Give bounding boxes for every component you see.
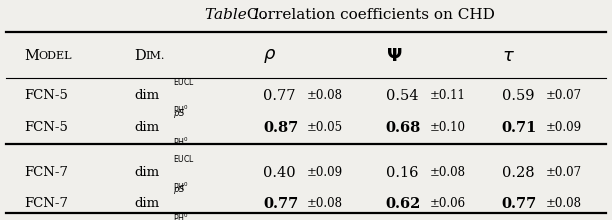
Text: ±0.11: ±0.11 [430, 89, 466, 102]
Text: $\mathbf{\Psi}$: $\mathbf{\Psi}$ [386, 47, 402, 65]
Text: D: D [135, 49, 146, 63]
Text: $\mathrm{EUCL}$: $\mathrm{EUCL}$ [173, 153, 195, 164]
Text: ODEL: ODEL [38, 51, 72, 61]
Text: Table 1.: Table 1. [205, 8, 266, 22]
Text: $\rho S$: $\rho S$ [173, 183, 185, 196]
Text: dim: dim [135, 121, 160, 134]
Text: $\mathrm{PH}^0$: $\mathrm{PH}^0$ [173, 181, 189, 193]
Text: 0.28: 0.28 [502, 166, 534, 180]
Text: ±0.08: ±0.08 [307, 89, 343, 102]
Text: ±0.10: ±0.10 [430, 121, 466, 134]
Text: 0.59: 0.59 [502, 89, 534, 103]
Text: 0.77: 0.77 [263, 89, 296, 103]
Text: ±0.07: ±0.07 [546, 89, 582, 102]
Text: $\mathrm{PH}^0$: $\mathrm{PH}^0$ [173, 212, 189, 220]
Text: dim: dim [135, 197, 160, 210]
Text: $\rho$: $\rho$ [263, 47, 277, 65]
Text: Correlation coefficients on CHD: Correlation coefficients on CHD [242, 8, 494, 22]
Text: ±0.09: ±0.09 [546, 121, 582, 134]
Text: ±0.09: ±0.09 [307, 166, 343, 179]
Text: ±0.06: ±0.06 [430, 197, 466, 210]
Text: dim: dim [135, 166, 160, 179]
Text: 0.71: 0.71 [502, 121, 537, 135]
Text: FCN-7: FCN-7 [24, 197, 69, 210]
Text: 0.62: 0.62 [386, 196, 421, 211]
Text: 0.77: 0.77 [263, 196, 299, 211]
Text: $\mathrm{PH}^0$: $\mathrm{PH}^0$ [173, 104, 189, 116]
Text: 0.16: 0.16 [386, 166, 418, 180]
Text: FCN-5: FCN-5 [24, 121, 69, 134]
Text: 0.68: 0.68 [386, 121, 421, 135]
Text: ±0.08: ±0.08 [546, 197, 582, 210]
Text: 0.77: 0.77 [502, 196, 537, 211]
Text: $\tau$: $\tau$ [502, 47, 515, 65]
Text: M: M [24, 49, 39, 63]
Text: ±0.08: ±0.08 [307, 197, 343, 210]
Text: IM.: IM. [146, 51, 165, 61]
Text: ±0.08: ±0.08 [430, 166, 466, 179]
Text: dim: dim [135, 89, 160, 102]
Text: 0.87: 0.87 [263, 121, 299, 135]
Text: 0.54: 0.54 [386, 89, 418, 103]
Text: FCN-7: FCN-7 [24, 166, 69, 179]
Text: $\mathrm{PH}^0$: $\mathrm{PH}^0$ [173, 136, 189, 148]
Text: $\rho S$: $\rho S$ [173, 107, 185, 120]
Text: FCN-5: FCN-5 [24, 89, 69, 102]
Text: ±0.05: ±0.05 [307, 121, 343, 134]
Text: ±0.07: ±0.07 [546, 166, 582, 179]
Text: $\mathrm{EUCL}$: $\mathrm{EUCL}$ [173, 76, 195, 87]
Text: 0.40: 0.40 [263, 166, 296, 180]
